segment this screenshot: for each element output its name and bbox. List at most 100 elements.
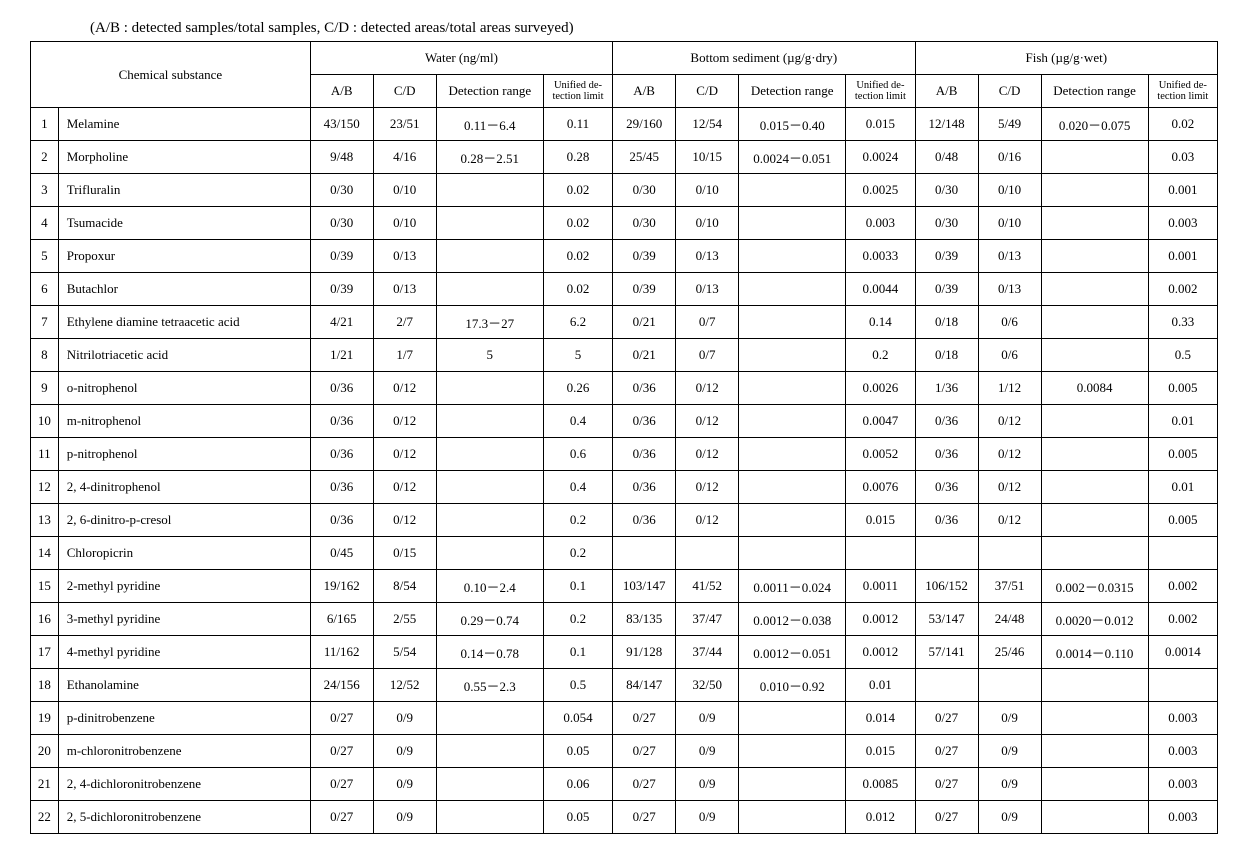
- cell-s-3: [846, 537, 915, 570]
- cell-f-1: 0/10: [978, 207, 1041, 240]
- cell-s-2: [739, 174, 846, 207]
- cell-w-3: 0.02: [543, 174, 612, 207]
- cell-w-0: 0/27: [310, 801, 373, 834]
- row-index: 2: [31, 141, 59, 174]
- cell-f-3: 0.5: [1148, 339, 1217, 372]
- substance-name: 2-methyl pyridine: [58, 570, 310, 603]
- cell-f-2: 0.0020－0.012: [1041, 603, 1148, 636]
- cell-s-0: 103/147: [613, 570, 676, 603]
- header-fish-cd: C/D: [978, 75, 1041, 108]
- cell-s-1: 0/12: [676, 405, 739, 438]
- cell-w-1: 4/16: [373, 141, 436, 174]
- cell-f-0: 0/39: [915, 240, 978, 273]
- cell-w-3: 0.2: [543, 603, 612, 636]
- header-fish-range: Detection range: [1041, 75, 1148, 108]
- cell-s-3: 0.0012: [846, 636, 915, 669]
- cell-f-1: 0/9: [978, 801, 1041, 834]
- cell-f-3: 0.005: [1148, 438, 1217, 471]
- cell-s-2: 0.0024－0.051: [739, 141, 846, 174]
- cell-f-3: 0.003: [1148, 735, 1217, 768]
- cell-s-0: [613, 537, 676, 570]
- row-index: 4: [31, 207, 59, 240]
- cell-f-1: 0/10: [978, 174, 1041, 207]
- cell-f-0: 0/27: [915, 735, 978, 768]
- cell-s-0: 0/39: [613, 273, 676, 306]
- cell-w-2: [436, 537, 543, 570]
- cell-w-3: 5: [543, 339, 612, 372]
- cell-f-2: 0.020－0.075: [1041, 108, 1148, 141]
- cell-f-3: 0.002: [1148, 570, 1217, 603]
- row-index: 10: [31, 405, 59, 438]
- cell-s-0: 0/36: [613, 405, 676, 438]
- cell-w-0: 0/27: [310, 702, 373, 735]
- substance-name: Melamine: [58, 108, 310, 141]
- cell-f-2: [1041, 174, 1148, 207]
- cell-w-0: 11/162: [310, 636, 373, 669]
- cell-f-3: 0.02: [1148, 108, 1217, 141]
- cell-f-2: [1041, 768, 1148, 801]
- header-chemical: Chemical substance: [31, 42, 311, 108]
- header-sediment-cd: C/D: [676, 75, 739, 108]
- cell-w-1: 0/12: [373, 405, 436, 438]
- cell-s-1: [676, 537, 739, 570]
- cell-f-1: [978, 669, 1041, 702]
- table-row: 2Morpholine9/484/160.28－2.510.2825/4510/…: [31, 141, 1218, 174]
- substance-name: Nitrilotriacetic acid: [58, 339, 310, 372]
- cell-s-1: 0/9: [676, 735, 739, 768]
- cell-s-1: 0/9: [676, 801, 739, 834]
- cell-f-1: 0/6: [978, 306, 1041, 339]
- cell-f-3: 0.005: [1148, 372, 1217, 405]
- cell-w-3: 0.02: [543, 273, 612, 306]
- cell-w-0: 0/39: [310, 273, 373, 306]
- cell-w-0: 0/36: [310, 504, 373, 537]
- cell-s-0: 0/27: [613, 735, 676, 768]
- cell-f-0: 53/147: [915, 603, 978, 636]
- cell-s-1: 32/50: [676, 669, 739, 702]
- cell-s-2: [739, 471, 846, 504]
- cell-s-3: 0.01: [846, 669, 915, 702]
- cell-s-2: [739, 339, 846, 372]
- cell-s-3: 0.015: [846, 504, 915, 537]
- row-index: 15: [31, 570, 59, 603]
- substance-name: 2, 6-dinitro-p-cresol: [58, 504, 310, 537]
- cell-w-2: 0.55－2.3: [436, 669, 543, 702]
- substance-name: Tsumacide: [58, 207, 310, 240]
- cell-s-2: 0.015－0.40: [739, 108, 846, 141]
- cell-w-1: 23/51: [373, 108, 436, 141]
- header-sediment-range: Detection range: [739, 75, 846, 108]
- substance-name: o-nitrophenol: [58, 372, 310, 405]
- cell-s-2: [739, 735, 846, 768]
- cell-s-2: [739, 504, 846, 537]
- cell-f-2: [1041, 339, 1148, 372]
- substance-name: Ethylene diamine tetraacetic acid: [58, 306, 310, 339]
- row-index: 13: [31, 504, 59, 537]
- cell-s-0: 0/30: [613, 174, 676, 207]
- cell-w-2: [436, 405, 543, 438]
- table-row: 10m-nitrophenol0/360/120.40/360/120.0047…: [31, 405, 1218, 438]
- cell-w-2: [436, 240, 543, 273]
- cell-w-2: [436, 702, 543, 735]
- cell-w-3: 0.4: [543, 405, 612, 438]
- cell-w-0: 43/150: [310, 108, 373, 141]
- cell-f-0: 12/148: [915, 108, 978, 141]
- cell-s-1: 0/13: [676, 240, 739, 273]
- cell-s-2: 0.0012－0.038: [739, 603, 846, 636]
- cell-s-1: 0/12: [676, 372, 739, 405]
- table-row: 4Tsumacide0/300/100.020/300/100.0030/300…: [31, 207, 1218, 240]
- cell-w-0: 0/27: [310, 768, 373, 801]
- cell-w-3: 0.2: [543, 504, 612, 537]
- cell-s-1: 0/7: [676, 339, 739, 372]
- table-row: 7Ethylene diamine tetraacetic acid4/212/…: [31, 306, 1218, 339]
- cell-w-3: 0.5: [543, 669, 612, 702]
- cell-f-2: [1041, 438, 1148, 471]
- cell-f-0: 0/27: [915, 801, 978, 834]
- cell-w-1: 0/9: [373, 768, 436, 801]
- cell-f-1: 0/9: [978, 702, 1041, 735]
- cell-w-3: 0.6: [543, 438, 612, 471]
- cell-w-1: 0/13: [373, 240, 436, 273]
- substance-name: p-nitrophenol: [58, 438, 310, 471]
- cell-s-0: 0/27: [613, 801, 676, 834]
- cell-f-3: 0.01: [1148, 471, 1217, 504]
- cell-s-3: 0.014: [846, 702, 915, 735]
- cell-w-1: 0/12: [373, 504, 436, 537]
